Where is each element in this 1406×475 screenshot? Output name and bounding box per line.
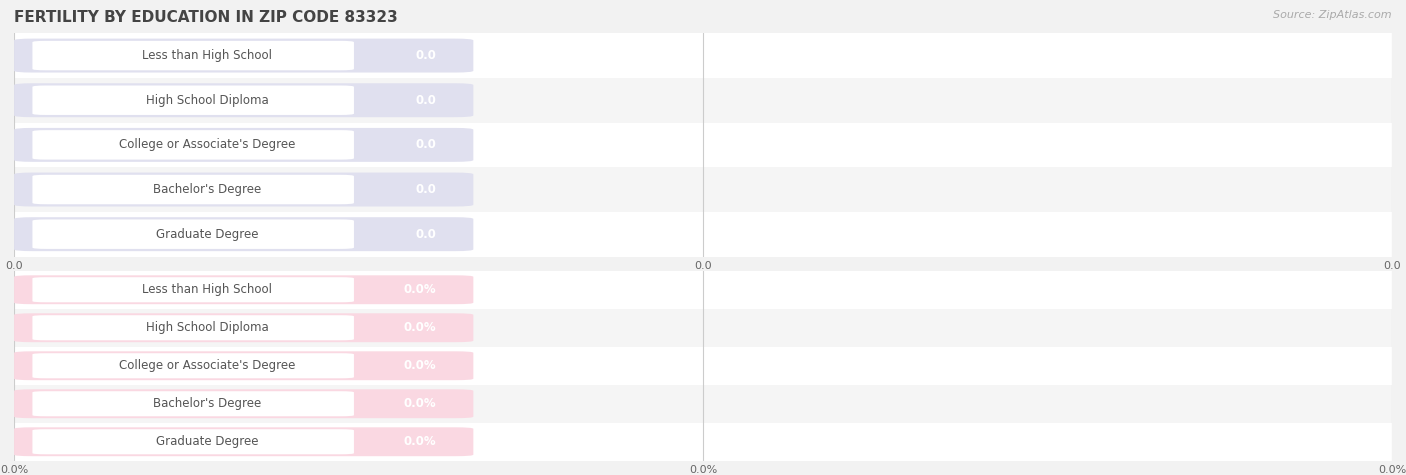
Bar [14,271,1392,309]
Text: College or Associate's Degree: College or Associate's Degree [118,138,295,152]
FancyBboxPatch shape [32,315,354,340]
Text: Less than High School: Less than High School [142,283,271,296]
Bar [14,123,1392,167]
Text: High School Diploma: High School Diploma [146,321,269,334]
Bar [14,347,1392,385]
FancyBboxPatch shape [14,314,474,342]
Text: Graduate Degree: Graduate Degree [156,435,259,448]
Text: Bachelor's Degree: Bachelor's Degree [153,183,262,196]
Text: Source: ZipAtlas.com: Source: ZipAtlas.com [1274,10,1392,19]
FancyBboxPatch shape [32,219,354,249]
Text: College or Associate's Degree: College or Associate's Degree [118,359,295,372]
Text: FERTILITY BY EDUCATION IN ZIP CODE 83323: FERTILITY BY EDUCATION IN ZIP CODE 83323 [14,10,398,25]
Text: 0.0%: 0.0% [404,321,437,334]
Bar [14,385,1392,423]
Text: 0.0%: 0.0% [404,435,437,448]
FancyBboxPatch shape [14,352,474,380]
FancyBboxPatch shape [14,276,474,304]
FancyBboxPatch shape [14,217,474,251]
FancyBboxPatch shape [32,277,354,302]
FancyBboxPatch shape [14,428,474,456]
Text: 0.0: 0.0 [416,94,437,107]
Text: High School Diploma: High School Diploma [146,94,269,107]
Text: 0.0: 0.0 [416,228,437,241]
FancyBboxPatch shape [32,429,354,454]
FancyBboxPatch shape [32,175,354,204]
Text: Bachelor's Degree: Bachelor's Degree [153,397,262,410]
Text: 0.0: 0.0 [416,49,437,62]
Text: 0.0%: 0.0% [404,397,437,410]
FancyBboxPatch shape [32,391,354,416]
FancyBboxPatch shape [14,38,474,73]
Text: 0.0%: 0.0% [404,283,437,296]
FancyBboxPatch shape [32,130,354,160]
Text: Graduate Degree: Graduate Degree [156,228,259,241]
FancyBboxPatch shape [32,86,354,115]
Text: 0.0%: 0.0% [404,359,437,372]
FancyBboxPatch shape [32,353,354,378]
Bar [14,309,1392,347]
Text: 0.0: 0.0 [416,138,437,152]
Bar [14,212,1392,256]
Bar [14,33,1392,78]
Bar [14,423,1392,461]
Bar [14,78,1392,123]
Text: 0.0: 0.0 [416,183,437,196]
Text: Less than High School: Less than High School [142,49,271,62]
FancyBboxPatch shape [32,41,354,70]
FancyBboxPatch shape [14,83,474,117]
Bar [14,167,1392,212]
FancyBboxPatch shape [14,172,474,207]
FancyBboxPatch shape [14,128,474,162]
FancyBboxPatch shape [14,390,474,418]
